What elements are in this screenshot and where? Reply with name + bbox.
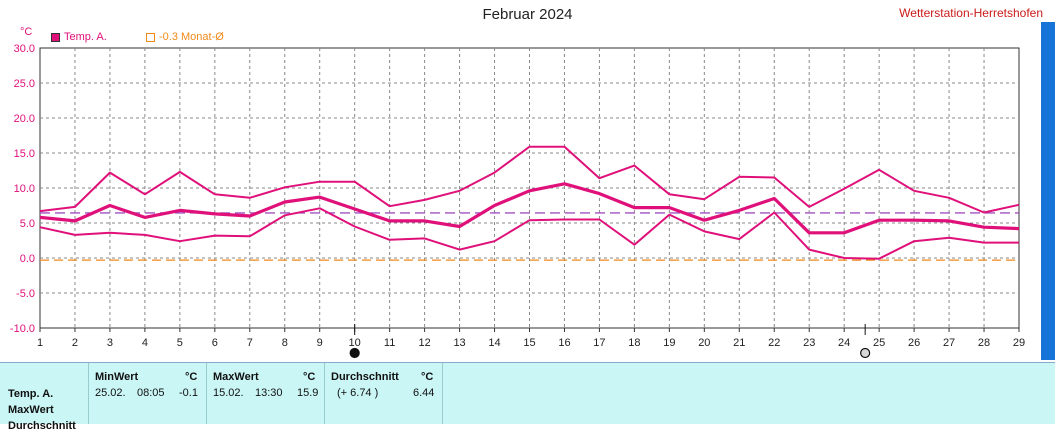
x-tick-label: 5 xyxy=(177,337,183,349)
window-edge xyxy=(1041,22,1055,360)
stats-divider xyxy=(442,363,444,424)
y-tick-label: 25.0 xyxy=(14,78,35,90)
series-line-mean xyxy=(39,182,1020,235)
x-tick-label: 16 xyxy=(558,337,570,349)
max-time: 13:30 xyxy=(255,387,283,399)
row-label-temp: Temp. A. xyxy=(8,388,54,400)
x-tick-label: 13 xyxy=(453,337,465,349)
max-header: MaxWert xyxy=(213,371,259,383)
y-unit-label: °C xyxy=(20,26,33,38)
x-tick-label: 15 xyxy=(523,337,535,349)
x-tick-label: 25 xyxy=(873,337,885,349)
x-tick-label: 17 xyxy=(593,337,605,349)
temperature-chart: 30.025.020.015.010.05.00.0-5.0-10.01 2 3 4 5… xyxy=(10,43,1025,359)
max-date: 15.02. xyxy=(213,387,244,399)
legend-swatch-temp xyxy=(51,32,60,42)
chart-title: Februar 2024 xyxy=(482,6,573,23)
avg-header: Durchschnitt xyxy=(331,371,399,383)
x-tick-label: 8 xyxy=(282,337,288,349)
row-label-maxwert: MaxWert xyxy=(8,404,54,416)
x-tick-label: 20 xyxy=(698,337,710,349)
min-unit: °C xyxy=(185,371,198,383)
x-tick-label: 7 xyxy=(247,337,253,349)
x-tick-label: 21 xyxy=(733,337,745,349)
y-tick-label: 15.0 xyxy=(14,148,35,160)
y-tick-label: 30.0 xyxy=(14,43,35,55)
min-date: 25.02. xyxy=(95,387,126,399)
series-line-min xyxy=(39,207,1019,260)
x-tick-label: 2 xyxy=(72,337,78,349)
stats-max-column: MaxWert °C 15.02. 13:30 15.9 xyxy=(206,363,323,424)
station-name: Wetterstation-Herretshofen xyxy=(899,6,1043,20)
x-tick-label: 26 xyxy=(908,337,920,349)
legend-swatch-month-average xyxy=(146,32,155,42)
full-moon-icon xyxy=(860,347,871,359)
x-tick-label: 28 xyxy=(978,337,990,349)
y-tick-label: 0.0 xyxy=(20,253,35,265)
x-tick-label: 4 xyxy=(142,337,148,349)
y-tick-label: 5.0 xyxy=(20,218,35,230)
x-tick-label: 14 xyxy=(488,337,500,349)
avg-value: 6.44 xyxy=(413,387,435,399)
x-tick-label: 18 xyxy=(628,337,640,349)
stats-avg-column: Durchschnitt °C (+ 6.74 ) 6.44 xyxy=(324,363,441,424)
legend-item-temp: Temp. A. xyxy=(51,31,107,43)
y-tick-label: 10.0 xyxy=(14,183,35,195)
min-header: MinWert xyxy=(95,371,139,383)
x-tick-label: 24 xyxy=(838,337,850,349)
series-line-max xyxy=(39,145,1020,214)
x-tick-label: 22 xyxy=(768,337,780,349)
legend-label-month-average: -0.3 Monat-Ø xyxy=(159,31,224,43)
row-label-durchschnitt: Durchschnitt xyxy=(8,420,76,432)
max-value: 15.9 xyxy=(297,387,319,399)
x-tick-label: 12 xyxy=(418,337,430,349)
x-tick-label: 1 xyxy=(37,337,43,349)
min-time: 08:05 xyxy=(137,387,165,399)
avg-delta: (+ 6.74 ) xyxy=(337,387,379,399)
legend-label-temp: Temp. A. xyxy=(64,31,107,43)
x-tick-label: 27 xyxy=(943,337,955,349)
max-unit: °C xyxy=(303,371,316,383)
x-tick-label: 29 xyxy=(1013,337,1025,349)
legend-item-month-average: -0.3 Monat-Ø xyxy=(146,31,224,43)
min-value: -0.1 xyxy=(179,387,198,399)
avg-unit: °C xyxy=(421,371,434,383)
x-tick-label: 11 xyxy=(384,337,395,349)
x-tick-label: 23 xyxy=(803,337,815,349)
y-tick-label: -10.0 xyxy=(10,323,35,335)
y-tick-label: 20.0 xyxy=(14,113,35,125)
new-moon-icon xyxy=(349,347,360,359)
x-tick-label: 9 xyxy=(317,337,323,349)
x-tick-label: 3 xyxy=(107,337,113,349)
stats-min-column: MinWert °C 25.02. 08:05 -0.1 xyxy=(88,363,205,424)
stats-panel: Temp. A. MaxWert Durchschnitt MinWert °C… xyxy=(0,362,1055,432)
y-tick-label: -5.0 xyxy=(16,288,35,300)
x-tick-label: 19 xyxy=(663,337,675,349)
x-tick-label: 10 xyxy=(349,337,361,349)
x-tick-label: 6 xyxy=(212,337,218,349)
